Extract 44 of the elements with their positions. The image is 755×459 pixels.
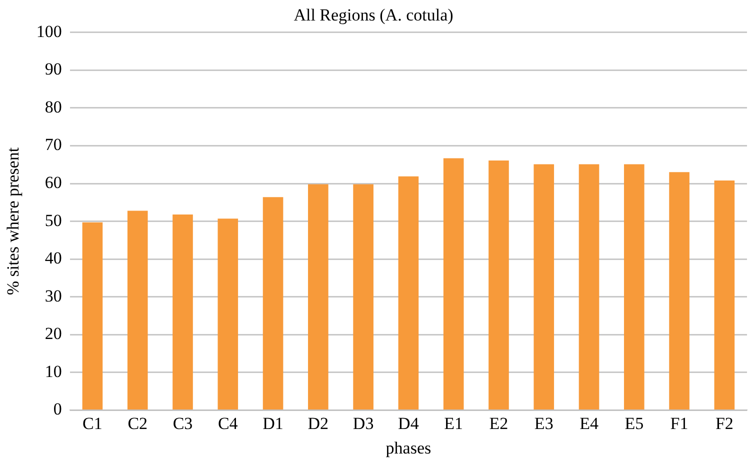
x-tick-label: D1: [262, 414, 284, 433]
bar: [82, 222, 103, 410]
y-tick-label: 20: [44, 324, 62, 344]
y-tick-label: 0: [53, 400, 62, 419]
y-tick-label: 80: [44, 97, 62, 116]
bar: [308, 184, 328, 410]
x-tick-label: F2: [715, 414, 734, 433]
bar: [218, 218, 238, 410]
x-tick-label: C3: [172, 414, 193, 433]
bar: [398, 176, 419, 410]
x-tick-label: E4: [580, 414, 599, 433]
y-tick-label: 40: [44, 248, 62, 268]
y-tick-label: 10: [44, 362, 62, 381]
bar: [353, 184, 374, 410]
x-tick-label: E2: [489, 414, 508, 433]
chart-title: All Regions (A. cotula): [294, 6, 454, 25]
x-tick-label: E3: [534, 414, 554, 433]
bar: [578, 164, 600, 410]
x-tick-label: C1: [82, 414, 102, 433]
y-tick-label: 100: [36, 22, 62, 41]
y-tick-label: 60: [44, 172, 62, 192]
x-tick-label: E5: [624, 414, 644, 433]
bar: [488, 160, 509, 410]
x-tick-label: F1: [670, 414, 688, 433]
bar: [172, 214, 193, 410]
x-tick-label: D3: [352, 414, 374, 433]
x-tick-label: D4: [398, 414, 420, 433]
y-tick-label: 50: [44, 210, 62, 230]
y-tick-label: 70: [44, 135, 62, 154]
bar: [624, 164, 644, 410]
x-tick-label: C2: [128, 414, 148, 433]
x-tick-label: C4: [218, 414, 238, 433]
bar: [443, 158, 464, 410]
x-tick-label: D2: [308, 414, 329, 433]
x-tick-label: E1: [444, 414, 464, 433]
bar: [534, 164, 554, 410]
bar: [669, 172, 690, 410]
bar: [262, 197, 284, 410]
y-tick-label: 90: [44, 60, 62, 79]
bar: [127, 210, 148, 410]
bar: [714, 180, 735, 410]
x-axis-title: phases: [386, 438, 432, 458]
y-axis-title: % sites where present: [4, 147, 23, 296]
y-tick-label: 30: [44, 286, 62, 306]
